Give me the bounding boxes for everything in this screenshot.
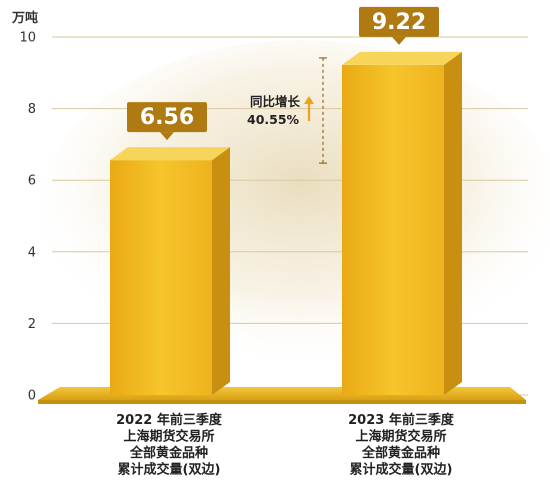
- category-label-line: 累计成交量(双边): [350, 462, 453, 478]
- category-label-line: 全部黄金品种: [361, 445, 440, 461]
- data-label-box: [359, 6, 439, 37]
- y-tick-label: 2: [28, 317, 36, 332]
- growth-annotation: 同比增长 40.55%: [247, 57, 327, 164]
- bar-layer: [110, 51, 462, 395]
- data-label-layer: 6.56 9.22: [127, 6, 439, 141]
- y-tick-label: 4: [28, 245, 36, 260]
- category-label-line: 2023 年前三季度: [348, 412, 455, 428]
- bar-top: [342, 51, 462, 65]
- category-label-line: 2022 年前三季度: [116, 412, 223, 428]
- category-label-line: 上海期货交易所: [123, 429, 214, 445]
- category-label-layer: 2022 年前三季度上海期货交易所全部黄金品种累计成交量(双边)2023 年前三…: [116, 412, 455, 478]
- floor-edge: [38, 400, 526, 404]
- y-tick-label: 6: [28, 174, 36, 189]
- y-tick-label: 10: [19, 31, 36, 46]
- category-label: 2022 年前三季度上海期货交易所全部黄金品种累计成交量(双边): [116, 412, 223, 478]
- data-label: 6.56: [140, 105, 194, 130]
- y-axis: 0 2 4 6 8 10 万吨: [11, 10, 38, 404]
- bar: [342, 64, 444, 395]
- y-tick-label: 8: [28, 102, 36, 117]
- y-axis-unit: 万吨: [11, 10, 38, 26]
- bar-side: [212, 147, 230, 395]
- growth-label-title: 同比增长: [250, 94, 301, 109]
- arrow-up-icon-head: [304, 96, 314, 104]
- category-label: 2023 年前三季度上海期货交易所全部黄金品种累计成交量(双边): [348, 412, 455, 478]
- category-label-line: 累计成交量(双边): [118, 462, 221, 478]
- data-label: 9.22: [372, 10, 426, 35]
- data-label-pointer: [160, 132, 174, 141]
- bar-side: [444, 51, 462, 395]
- category-label-line: 上海期货交易所: [355, 429, 446, 445]
- y-tick-label: 0: [28, 389, 36, 404]
- bar: [110, 160, 212, 395]
- data-label-pointer: [392, 36, 406, 45]
- bar-top: [110, 147, 230, 161]
- data-label-box: [127, 102, 207, 133]
- growth-label-value: 40.55%: [247, 112, 300, 127]
- category-label-line: 全部黄金品种: [129, 445, 208, 461]
